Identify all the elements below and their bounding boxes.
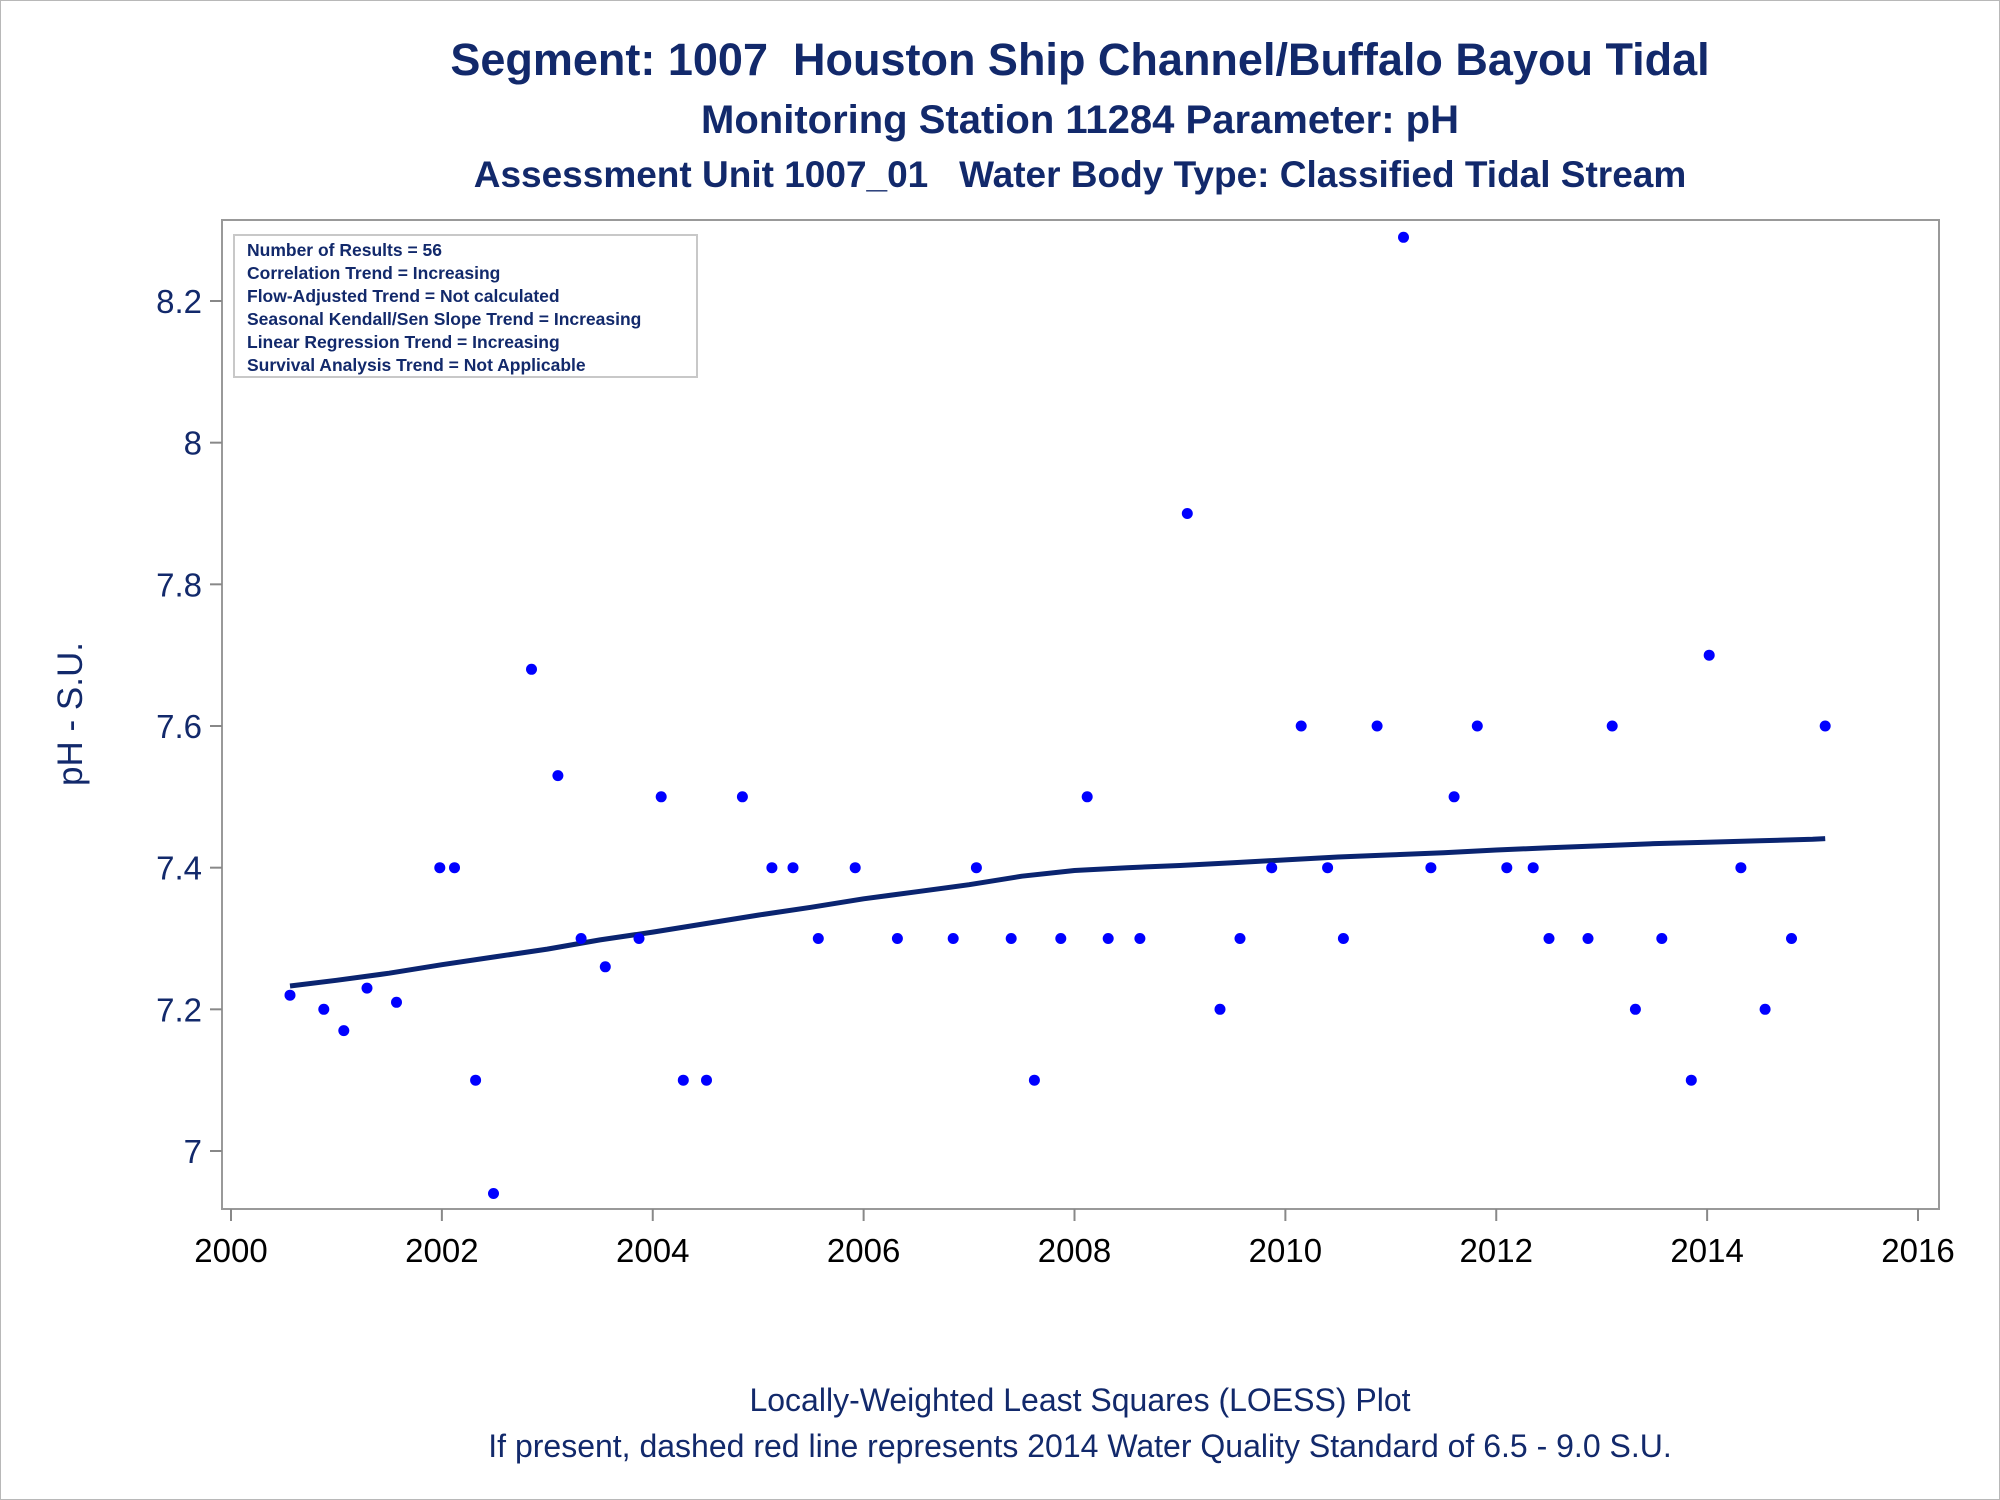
data-point (1337, 933, 1349, 944)
data-point (1703, 649, 1715, 661)
y-tick-label: 7 (184, 1133, 202, 1170)
x-tick-label: 2014 (1670, 1232, 1743, 1269)
data-point (891, 933, 903, 944)
data-point (947, 933, 959, 944)
y-tick-label: 8 (184, 425, 202, 462)
loess-trend-line (289, 836, 1826, 989)
data-point (633, 933, 645, 944)
data-point (1501, 862, 1513, 874)
data-point (970, 862, 982, 874)
data-point (1759, 1003, 1771, 1015)
data-point (434, 862, 446, 874)
data-point (284, 989, 296, 1001)
data-point (1819, 720, 1831, 732)
y-tick-label: 8.2 (156, 283, 202, 320)
data-point (1028, 1074, 1040, 1086)
y-tick-label: 7.4 (156, 850, 202, 887)
stats-line-survival-analysis: Survival Analysis Trend = Not Applicable (247, 355, 586, 375)
y-tick-label: 7.2 (156, 991, 202, 1028)
data-point (552, 770, 564, 782)
data-point (736, 791, 748, 803)
x-tick-label: 2016 (1881, 1232, 1954, 1269)
chart-title: Segment: 1007 Houston Ship Channel/Buffa… (450, 34, 1710, 85)
data-point (1527, 862, 1539, 874)
data-point (1786, 933, 1797, 944)
x-tick-label: 2012 (1460, 1232, 1533, 1269)
chart-subtitle-station: Monitoring Station 11284 Parameter: pH (701, 98, 1459, 142)
data-point (1398, 231, 1409, 243)
data-point (575, 933, 587, 944)
y-tick-label: 7.6 (156, 708, 202, 745)
x-tick-label: 2002 (405, 1232, 478, 1269)
plot-area-frame (221, 219, 1940, 1210)
stats-line-results: Number of Results = 56 (247, 240, 442, 260)
data-points (284, 231, 1831, 1199)
footer-loess-note: Locally-Weighted Least Squares (LOESS) P… (749, 1382, 1411, 1418)
stats-line-flow-adjusted: Flow-Adjusted Trend = Not calculated (247, 286, 560, 306)
y-axis-label: pH - S.U. (51, 642, 90, 786)
data-point (766, 862, 778, 874)
data-point (1214, 1003, 1226, 1015)
data-point (599, 961, 611, 973)
data-point (1735, 862, 1747, 874)
data-point (1102, 933, 1114, 944)
stats-box: Number of Results = 56 Correlation Trend… (233, 234, 698, 378)
data-point (1055, 933, 1067, 944)
stats-box-border (233, 234, 698, 378)
data-point (1629, 1003, 1641, 1015)
x-tick-label: 2010 (1249, 1232, 1322, 1269)
data-point (391, 996, 402, 1008)
y-axis: 7 7.2 7.4 7.6 7.8 8 8.2 (156, 283, 222, 1170)
data-point (1234, 933, 1246, 944)
data-point (849, 862, 861, 874)
data-point (1322, 862, 1334, 874)
data-point (1656, 933, 1668, 944)
y-tick-label: 7.8 (156, 566, 202, 603)
data-point (1582, 933, 1594, 944)
footer-standard-note: If present, dashed red line represents 2… (488, 1428, 1672, 1464)
data-point (1543, 933, 1555, 944)
data-point (318, 1003, 330, 1015)
data-point (1081, 791, 1093, 803)
stats-line-linear-regression: Linear Regression Trend = Increasing (247, 332, 560, 352)
data-point (338, 1025, 350, 1037)
data-point (470, 1074, 482, 1086)
stats-line-correlation: Correlation Trend = Increasing (247, 263, 500, 283)
data-point (1606, 720, 1618, 732)
x-tick-label: 2004 (616, 1232, 689, 1269)
data-point (787, 862, 799, 874)
data-point (1134, 933, 1146, 944)
data-point (488, 1188, 499, 1199)
data-point (449, 862, 460, 874)
x-tick-label: 2006 (827, 1232, 900, 1269)
chart-subtitle-assessment: Assessment Unit 1007_01 Water Body Type:… (473, 154, 1687, 195)
data-point (677, 1074, 689, 1086)
data-point (701, 1074, 712, 1086)
data-point (1685, 1074, 1697, 1086)
data-point (1448, 791, 1460, 803)
data-point (1371, 720, 1383, 732)
data-point (812, 933, 824, 944)
x-tick-label: 2000 (194, 1232, 267, 1269)
data-point (1295, 720, 1307, 732)
data-point (1266, 862, 1278, 874)
data-point (655, 791, 667, 803)
x-tick-label: 2008 (1038, 1232, 1111, 1269)
x-axis: 2000 2002 2004 2006 2008 2010 2012 2014 2016 (194, 1209, 1955, 1269)
stats-line-seasonal-kendall: Seasonal Kendall/Sen Slope Trend = Incre… (247, 309, 641, 329)
data-point (526, 663, 537, 675)
data-point (1471, 720, 1483, 732)
data-point (1181, 508, 1193, 519)
data-point (1425, 862, 1437, 874)
data-point (1005, 933, 1017, 944)
data-point (361, 982, 373, 994)
